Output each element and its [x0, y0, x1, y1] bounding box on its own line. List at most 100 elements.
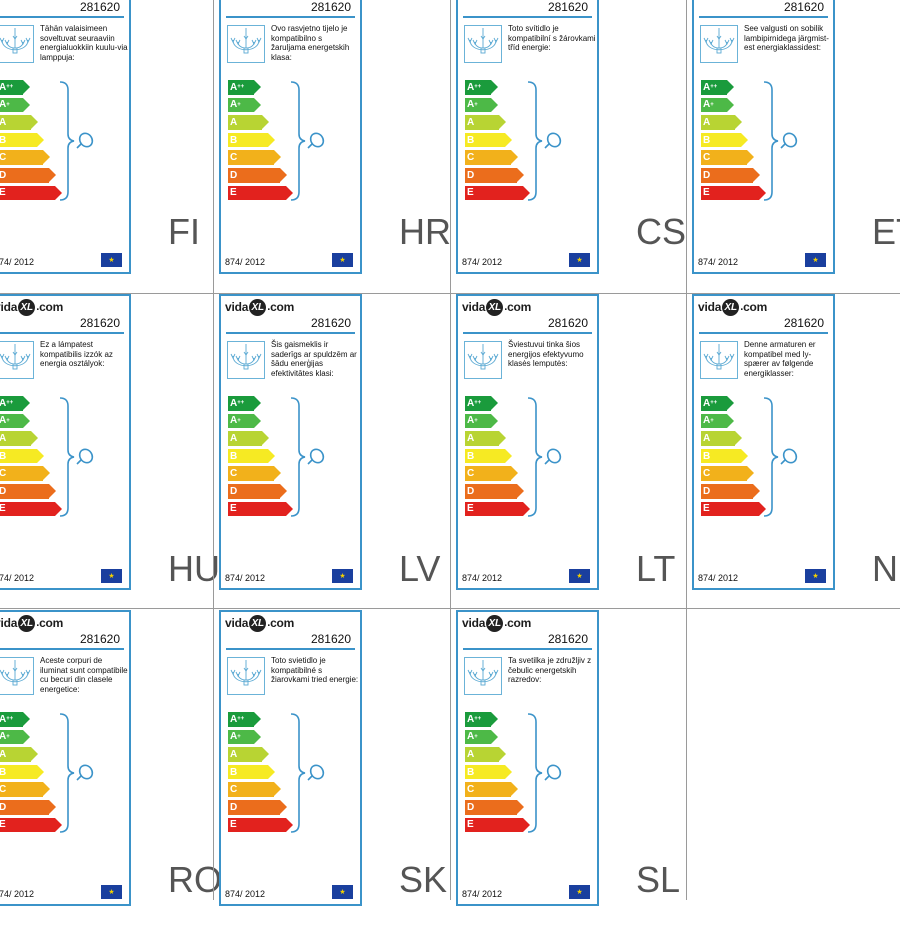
energy-label: vida XL. com 281620 Toto svietidlo je kompat… [219, 610, 362, 906]
energy-class-letter: A [230, 397, 238, 409]
energy-class-bar: A+ [228, 97, 261, 113]
energy-class-bar: D [701, 167, 760, 183]
energy-class-bar: C [0, 466, 50, 481]
energy-class-letter: A [703, 432, 711, 444]
energy-class-bar: A+ [228, 413, 261, 429]
logo-mark: XL [18, 614, 36, 632]
energy-class-letter: A [467, 116, 475, 128]
chandelier-icon [0, 657, 34, 695]
header-divider [699, 332, 828, 334]
energy-class-letter: C [467, 784, 475, 796]
energy-class-letter: D [467, 801, 475, 813]
compatibility-text: Tähän valaisimeen soveltuvat seuraaviin … [40, 24, 128, 62]
eu-flag-icon: ★ [332, 885, 353, 899]
energy-class-letter: E [0, 819, 6, 830]
eu-flag-icon: ★ [332, 253, 353, 267]
label-cell-sk: vida XL. com 281620 Toto svietidlo je kompat… [213, 610, 450, 926]
logo-dot: . [740, 301, 744, 313]
energy-class-bar: B [228, 448, 275, 464]
energy-class-letter: A [230, 81, 238, 93]
energy-class-bar: A++ [228, 396, 261, 411]
energy-class-letter: B [230, 766, 238, 778]
energy-class-letter: C [230, 784, 238, 796]
energy-class-letter: D [230, 485, 238, 497]
logo-text-right: com [39, 616, 64, 630]
energy-class-bar: B [465, 448, 512, 464]
logo-text-right: com [270, 300, 295, 314]
label-cell-sl: vida XL. com 281620 Ta svetilka je združljiv… [450, 610, 687, 926]
energy-class-bar: E [701, 501, 766, 517]
energy-class-bar: A [465, 115, 506, 130]
regulation-number: 874/ 2012 [462, 257, 503, 267]
energy-class-bar: C [0, 782, 50, 797]
energy-class-letter: A [230, 748, 238, 760]
energy-class-bar: B [0, 448, 44, 464]
label-cell-lv: vida XL. com 281620 Šis gaismeklis ir saderī… [213, 294, 450, 610]
energy-class-bar: D [0, 167, 56, 183]
energy-class-letter: B [0, 767, 6, 778]
chandelier-icon [464, 657, 502, 695]
energy-label: vida XL. com 281620 Ta svetilka je združljiv… [456, 610, 599, 906]
energy-class-bar: A++ [701, 80, 734, 95]
chandelier-icon [227, 25, 265, 63]
chandelier-icon [0, 341, 34, 379]
product-code: 281620 [310, 0, 351, 14]
energy-class-letter: A [0, 731, 6, 742]
regulation-number: 874/ 2012 [462, 889, 503, 899]
logo-text-left: vida [225, 616, 249, 630]
bulb-range-icon [287, 80, 331, 202]
energy-class-bar: A++ [465, 712, 498, 727]
energy-class-letter: A [230, 713, 238, 725]
product-code: 281620 [547, 316, 588, 330]
chandelier-icon [227, 341, 265, 379]
eu-flag-icon: ★ [805, 253, 826, 267]
language-code: SL [636, 859, 681, 900]
logo-text-right: com [507, 616, 532, 630]
bulb-range-icon [56, 80, 100, 202]
logo-text-left: vida [0, 300, 18, 314]
energy-class-letter: C [703, 468, 711, 480]
eu-flag-icon: ★ [101, 569, 122, 583]
energy-class-letter: A [0, 398, 6, 409]
language-code: ET [872, 211, 900, 252]
header-divider [226, 648, 355, 650]
energy-class-letter: D [703, 169, 711, 181]
grid-line-vertical [450, 0, 451, 900]
energy-class-bar: D [0, 799, 56, 815]
energy-class-letter: E [230, 819, 237, 831]
product-code: 281620 [79, 632, 120, 646]
energy-class-letter: A [467, 731, 475, 743]
energy-class-bar: C [228, 150, 281, 165]
energy-class-bar: B [0, 764, 44, 780]
energy-class-letter: B [703, 134, 711, 146]
energy-class-letter: D [703, 485, 711, 497]
energy-class-letter: A [0, 714, 6, 725]
product-code: 281620 [783, 0, 824, 14]
eu-flag-icon: ★ [101, 253, 122, 267]
language-code: CS [636, 211, 687, 252]
chandelier-icon [700, 341, 738, 379]
energy-class-bar: C [228, 782, 281, 797]
energy-class-bar: E [228, 817, 293, 833]
logo-text-right: com [743, 300, 768, 314]
logo-text-right: com [507, 300, 532, 314]
energy-class-bar: C [701, 466, 754, 481]
bulb-range-icon [56, 712, 100, 834]
header-divider [699, 16, 828, 18]
energy-class-letter: C [0, 152, 6, 163]
compatibility-text: Ez a lámpatest kompatibilis izzók az ene… [40, 340, 113, 369]
energy-class-bar: A+ [0, 413, 30, 429]
header-divider [463, 648, 592, 650]
energy-class-bar: A+ [701, 97, 734, 113]
logo-dot: . [504, 617, 508, 629]
language-code: NE [872, 548, 900, 589]
